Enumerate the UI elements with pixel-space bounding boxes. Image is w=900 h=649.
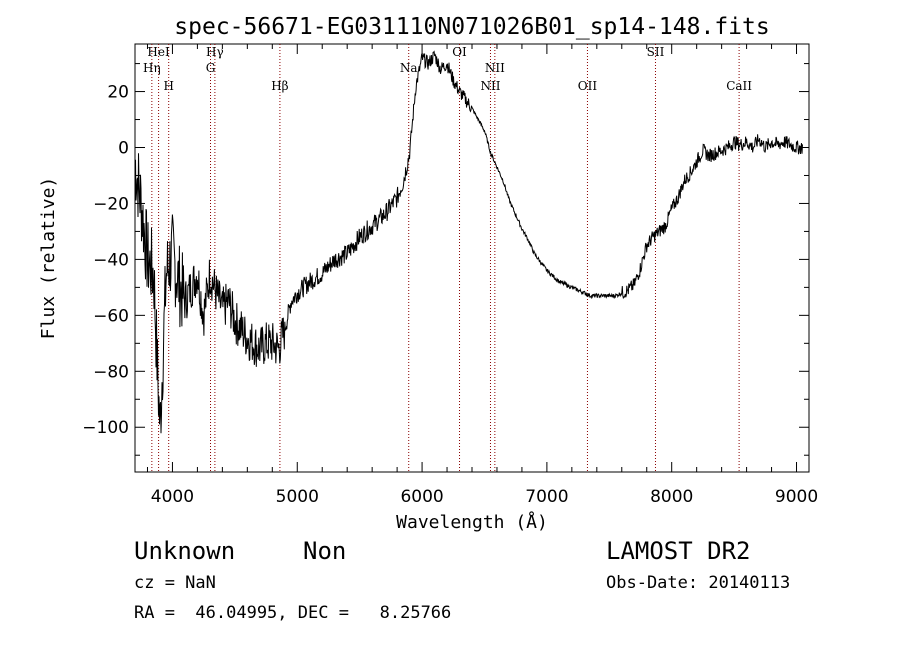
emission-line-label: NII	[480, 79, 500, 93]
y-axis-ticks: −100 −80 −60 −40 −20 0 20	[82, 64, 809, 456]
coordinates: RA = 46.04995, DEC = 8.25766	[134, 603, 451, 623]
emission-line-label: G	[206, 61, 216, 75]
x-axis-ticks: 4000 5000 6000 7000 8000 9000	[147, 44, 818, 507]
y-tick-label: 20	[107, 83, 129, 103]
emission-line-label: Na	[400, 61, 418, 75]
x-tick-label: 9000	[775, 487, 818, 507]
emission-line-label: Hβ	[271, 79, 288, 93]
y-tick-label: −40	[93, 250, 129, 270]
obs-date: Obs-Date: 20140113	[606, 573, 790, 593]
object-class: Unknown	[134, 537, 235, 565]
emission-line-label: OI	[452, 45, 467, 59]
object-subclass: Non	[303, 537, 346, 565]
emission-line-markers	[152, 44, 739, 472]
y-tick-label: −100	[82, 418, 129, 438]
y-tick-label: −60	[93, 306, 129, 326]
y-axis-label: Flux (relative)	[38, 177, 59, 340]
emission-line-label: CaII	[726, 79, 752, 93]
emission-line-label: HeI	[147, 45, 170, 59]
y-tick-label: −80	[93, 362, 129, 382]
redshift-text: cz = NaN	[134, 573, 216, 593]
x-tick-label: 6000	[400, 487, 443, 507]
emission-line-label: OII	[578, 79, 598, 93]
emission-line-label: Hγ	[206, 45, 224, 59]
x-tick-label: 5000	[276, 487, 319, 507]
x-tick-label: 8000	[650, 487, 693, 507]
y-tick-label: 0	[118, 139, 129, 159]
emission-line-label: SII	[647, 45, 665, 59]
x-tick-label: 4000	[151, 487, 194, 507]
chart-title: spec-56671-EG031110N071026B01_sp14-148.f…	[174, 14, 769, 40]
emission-line-label: NII	[485, 61, 505, 75]
emission-line-label: Hη	[143, 61, 161, 75]
y-tick-label: −20	[93, 194, 129, 214]
emission-line-label: H	[163, 79, 173, 93]
x-axis-label: Wavelength (Å)	[396, 511, 548, 533]
survey-name: LAMOST DR2	[606, 537, 751, 565]
spectrum-line	[135, 52, 803, 434]
x-tick-label: 7000	[525, 487, 568, 507]
